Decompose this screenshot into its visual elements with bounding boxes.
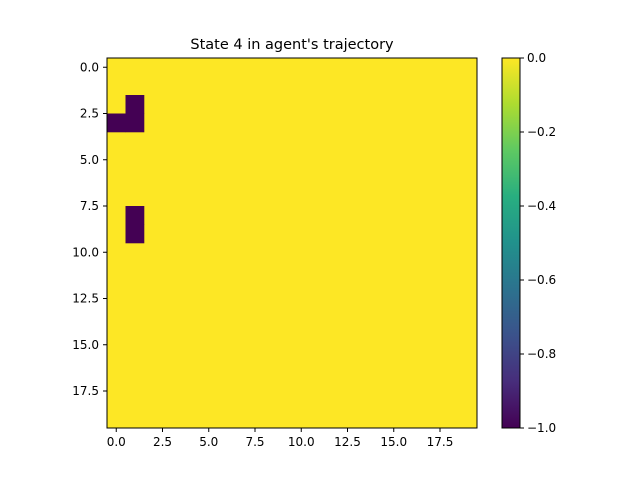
y-tick-label: 10.0 bbox=[72, 245, 99, 259]
heatmap-cell bbox=[125, 113, 145, 133]
x-axis: 0.0 2.5 5.0 7.5 10.0 12.5 15.0 17.5 bbox=[107, 428, 454, 449]
colorbar-tick-label: −0.2 bbox=[527, 125, 556, 139]
x-tick-label: 0.0 bbox=[107, 435, 126, 449]
x-tick-label: 15.0 bbox=[380, 435, 407, 449]
colorbar-tick-label: −1.0 bbox=[527, 421, 556, 435]
y-tick-label: 5.0 bbox=[80, 153, 99, 167]
y-tick-label: 7.5 bbox=[80, 199, 99, 213]
heatmap-cell bbox=[125, 224, 145, 244]
y-tick-label: 17.5 bbox=[72, 384, 99, 398]
colorbar bbox=[501, 57, 521, 429]
y-tick-label: 12.5 bbox=[72, 292, 99, 306]
y-tick-label: 15.0 bbox=[72, 338, 99, 352]
x-tick-label: 12.5 bbox=[334, 435, 361, 449]
heatmap-cell bbox=[107, 113, 126, 133]
y-tick-label: 0.0 bbox=[80, 60, 99, 74]
plot-frame bbox=[106, 57, 478, 429]
colorbar-tick-label: −0.8 bbox=[527, 347, 556, 361]
x-tick-label: 5.0 bbox=[199, 435, 218, 449]
x-tick-label: 17.5 bbox=[427, 435, 454, 449]
heatmap-cell bbox=[125, 206, 145, 225]
colorbar-tick-label: 0.0 bbox=[527, 51, 546, 65]
colorbar-tick-label: −0.4 bbox=[527, 199, 556, 213]
x-tick-label: 10.0 bbox=[288, 435, 315, 449]
heatmap-background bbox=[107, 58, 477, 428]
x-tick-label: 2.5 bbox=[153, 435, 172, 449]
colorbar-tick-label: −0.6 bbox=[527, 273, 556, 287]
heatmap-cell bbox=[125, 95, 145, 114]
heatmap-cells bbox=[107, 58, 477, 428]
y-axis: 0.0 2.5 5.0 7.5 10.0 12.5 15.0 17.5 bbox=[72, 60, 107, 398]
colorbar-axis: 0.0 −0.2 −0.4 −0.6 −0.8 −1.0 bbox=[520, 51, 556, 435]
chart-title: State 4 in agent's trajectory bbox=[190, 37, 394, 53]
x-tick-label: 7.5 bbox=[245, 435, 264, 449]
y-tick-label: 2.5 bbox=[80, 107, 99, 121]
